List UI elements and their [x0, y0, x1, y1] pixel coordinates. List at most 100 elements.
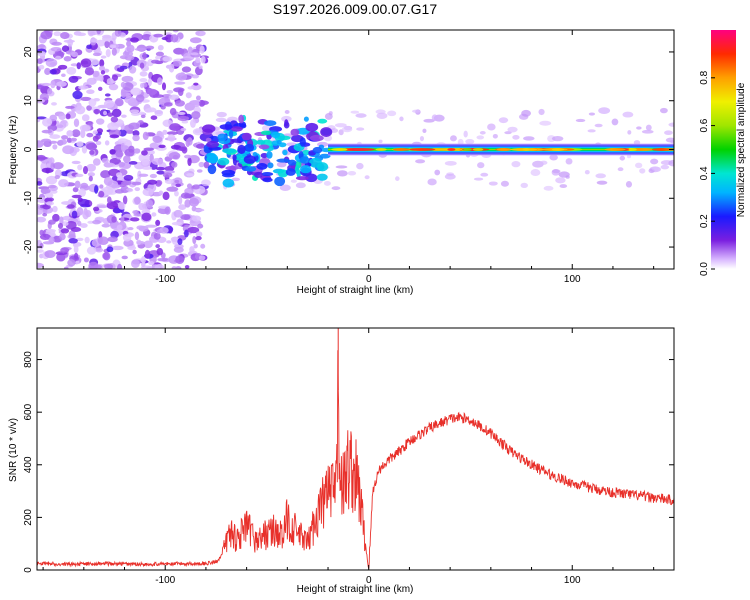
heatmap-cell	[276, 161, 287, 168]
heatmap-cell	[575, 118, 586, 123]
heatmap-cell	[118, 129, 127, 137]
heatmap-cell	[170, 236, 180, 243]
heatmap-cell	[174, 81, 186, 85]
heatmap-cell	[549, 154, 558, 161]
heatmap-cell	[130, 87, 142, 96]
heatmap-cell	[530, 169, 541, 176]
heatmap-cell	[651, 148, 671, 151]
heatmap-cell	[44, 67, 51, 75]
heatmap-cell	[111, 175, 118, 182]
heatmap-cell	[180, 127, 187, 132]
heatmap-cell	[68, 230, 76, 240]
heatmap-cell	[50, 80, 56, 89]
heatmap-cell	[148, 261, 155, 266]
heatmap-cell	[238, 114, 245, 124]
heatmap-cell	[198, 161, 205, 168]
heatmap-cell	[103, 110, 108, 116]
heatmap-cell	[162, 172, 173, 178]
heatmap-cell	[480, 172, 489, 177]
heatmap-cell	[164, 206, 171, 215]
heatmap-cell	[636, 126, 642, 130]
heatmap-cell	[172, 30, 179, 33]
heatmap-cell	[274, 176, 286, 187]
heatmap-cell	[86, 89, 95, 95]
heatmap-cell	[104, 40, 110, 49]
heatmap-cell	[168, 94, 180, 100]
heatmap-cell	[61, 73, 66, 78]
heatmap-cell	[49, 134, 61, 139]
heatmap-cell	[70, 137, 78, 142]
heatmap-cell	[587, 129, 596, 133]
heatmap-cell	[127, 245, 137, 251]
heatmap-cell	[100, 170, 111, 179]
heatmap-cell	[145, 224, 158, 228]
heatmap-cell	[163, 102, 173, 107]
heatmap-cell	[159, 227, 169, 234]
heatmap-cell	[84, 67, 95, 76]
heatmap-cell	[68, 75, 79, 83]
heatmap-cell	[166, 131, 178, 136]
heatmap-cell	[128, 161, 138, 165]
heatmap-cell	[181, 120, 189, 124]
heatmap-cell	[284, 110, 290, 115]
heatmap-cell	[395, 176, 400, 181]
heatmap-cell	[155, 219, 161, 227]
heatmap-cell	[157, 257, 169, 262]
snr-y-tick-label: 600	[23, 403, 34, 420]
spectrogram-y-tick-label: 0	[23, 146, 34, 152]
colorbar-ticks: 0.0 0.2 0.4 0.6 0.8	[699, 70, 715, 276]
heatmap-cell	[164, 178, 174, 185]
heatmap-cell	[66, 204, 75, 209]
heatmap-cell	[350, 110, 360, 114]
heatmap-cell	[37, 58, 43, 65]
spectrogram-y-tick-label: 20	[23, 46, 34, 58]
heatmap-cell	[81, 145, 88, 154]
heatmap-cell	[241, 132, 252, 141]
heatmap-cell	[565, 158, 573, 165]
heatmap-cell	[487, 123, 496, 131]
heatmap-cell	[135, 94, 145, 103]
heatmap-cell	[88, 175, 93, 182]
heatmap-cell	[106, 246, 114, 253]
heatmap-cell	[192, 128, 205, 136]
heatmap-cell	[422, 128, 427, 134]
heatmap-cell	[92, 219, 101, 225]
heatmap-cell	[103, 99, 115, 109]
heatmap-cell	[191, 111, 201, 120]
heatmap-cell	[316, 173, 328, 181]
heatmap-cell	[551, 169, 561, 174]
heatmap-cell	[72, 187, 79, 193]
heatmap-cell	[70, 51, 78, 58]
heatmap-cell	[177, 115, 190, 122]
heatmap-cell	[177, 238, 183, 245]
heatmap-cell	[341, 126, 353, 133]
heatmap-cell	[172, 60, 183, 67]
heatmap-cell	[141, 166, 153, 170]
heatmap-cell	[473, 177, 484, 181]
heatmap-cell	[143, 240, 153, 249]
heatmap-cell	[92, 206, 100, 212]
heatmap-cell	[201, 179, 211, 187]
heatmap-cell	[245, 166, 257, 172]
heatmap-cell	[40, 30, 53, 40]
heatmap-cell	[477, 162, 485, 169]
heatmap-cell	[101, 157, 109, 164]
heatmap-cell	[92, 158, 101, 166]
heatmap-cell	[86, 44, 92, 50]
heatmap-cell	[193, 243, 198, 249]
heatmap-cell	[39, 229, 44, 236]
heatmap-cell	[117, 201, 125, 209]
heatmap-cell	[162, 191, 170, 201]
heatmap-cell	[133, 148, 141, 154]
heatmap-cell	[114, 30, 122, 37]
heatmap-cell	[498, 117, 509, 124]
heatmap-cell	[195, 57, 201, 64]
heatmap-cell	[132, 134, 140, 142]
heatmap-cell	[158, 144, 166, 149]
heatmap-cell	[119, 65, 128, 70]
heatmap-cell	[128, 65, 137, 74]
heatmap-cell	[617, 167, 624, 172]
heatmap-cell	[290, 128, 300, 137]
heatmap-cell	[434, 169, 441, 176]
heatmap-cell	[131, 112, 140, 116]
